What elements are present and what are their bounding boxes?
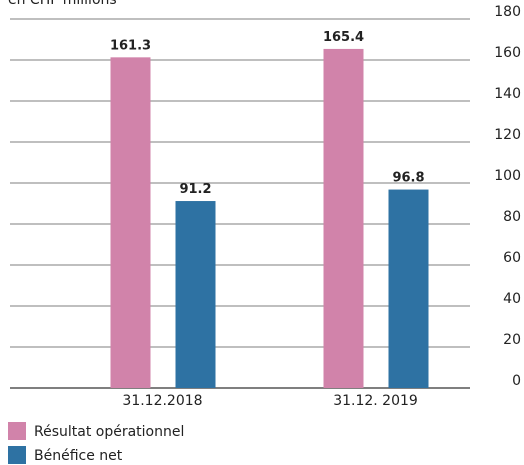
y-tick-label: 120 [494,127,521,143]
x-tick-label: 31.12.2018 [122,393,202,409]
bar [110,57,151,389]
chart-title: en CHF millions [8,0,117,8]
legend-label: Bénéfice net [34,448,123,464]
value-label: 165.4 [323,30,364,45]
y-tick-label: 40 [503,291,521,307]
x-tick-label: 31.12. 2019 [333,393,418,409]
y-tick-label: 0 [512,373,521,389]
legend-swatch [8,446,26,464]
bar [323,48,364,389]
y-tick-label: 100 [494,168,521,184]
y-tick-label: 160 [494,45,521,61]
y-tick-label: 180 [494,4,521,20]
y-tick-label: 140 [494,86,521,102]
bar [388,189,429,388]
bar [175,201,216,388]
y-tick-label: 20 [503,332,521,348]
value-label: 96.8 [392,171,424,186]
legend-swatch [8,422,26,440]
value-label: 161.3 [110,38,151,53]
y-tick-label: 60 [503,250,521,266]
legend-label: Résultat opérationnel [34,424,184,440]
value-label: 91.2 [179,182,211,197]
y-tick-label: 80 [503,209,521,225]
